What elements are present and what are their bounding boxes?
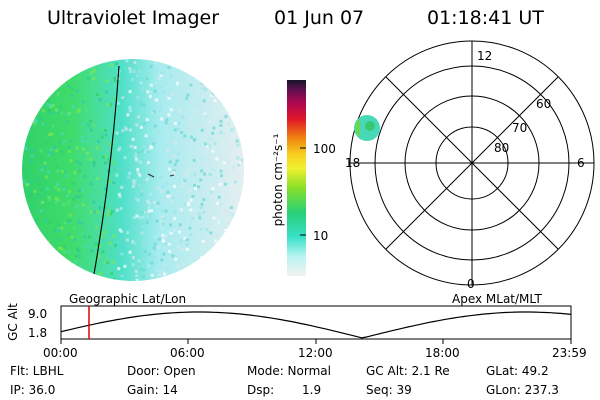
mlt-label-0: 0 <box>467 277 475 291</box>
altitude-tick-high: 9.0 <box>28 307 48 321</box>
mlt-label-12: 12 <box>477 49 493 63</box>
polar-plot <box>349 40 595 286</box>
time-tick-0000: 00:00 <box>43 346 78 360</box>
mlt-label-6: 6 <box>577 156 585 170</box>
colorbar-unit-label: photon cm⁻²s⁻¹ <box>271 133 285 227</box>
status-door: Door: Open <box>127 364 196 378</box>
date-label: 01 Jun 07 <box>274 7 365 29</box>
time-tick-0600: 06:00 <box>170 346 205 360</box>
mlt-label-18: 18 <box>345 156 361 170</box>
image-caption: Geographic Lat/Lon <box>69 292 187 306</box>
status-dsp-value: 1.9 <box>302 383 322 397</box>
uv-disc-image <box>22 59 244 281</box>
status-seq: Seq: 39 <box>366 383 412 397</box>
status-glat: GLat: 49.2 <box>486 364 549 378</box>
status-gc-alt: GC Alt: 2.1 Re <box>366 364 450 378</box>
altitude-tick-low: 1.8 <box>28 326 48 340</box>
time-tick-2359: 23:59 <box>552 346 587 360</box>
mlat-label-60: 60 <box>536 97 552 111</box>
altitude-axis-label: GC Alt <box>6 303 20 341</box>
time-tick-1800: 18:00 <box>425 346 460 360</box>
mlat-label-80: 80 <box>494 141 510 155</box>
mlat-label-70: 70 <box>512 121 528 135</box>
status-gain: Gain: 14 <box>127 383 178 397</box>
time-tick-1200: 12:00 <box>298 346 333 360</box>
colorbar-tick-10: 10 <box>313 229 329 243</box>
polar-caption: Apex MLat/MLT <box>452 292 542 306</box>
terminator-line <box>93 65 120 275</box>
status-glon: GLon: 237.3 <box>486 383 559 397</box>
status-mode: Mode: Normal <box>247 364 331 378</box>
time-label: 01:18:41 UT <box>427 7 544 29</box>
instrument-title: Ultraviolet Imager <box>47 7 220 29</box>
altitude-plot <box>60 305 572 344</box>
polar-aurora-patch <box>354 115 380 141</box>
status-dsp-label: Dsp: <box>247 383 275 397</box>
colorbar <box>287 80 306 276</box>
colorbar-tick-100: 100 <box>313 142 336 156</box>
status-flt: Flt: LBHL <box>10 364 64 378</box>
status-ip: IP: 36.0 <box>10 383 56 397</box>
